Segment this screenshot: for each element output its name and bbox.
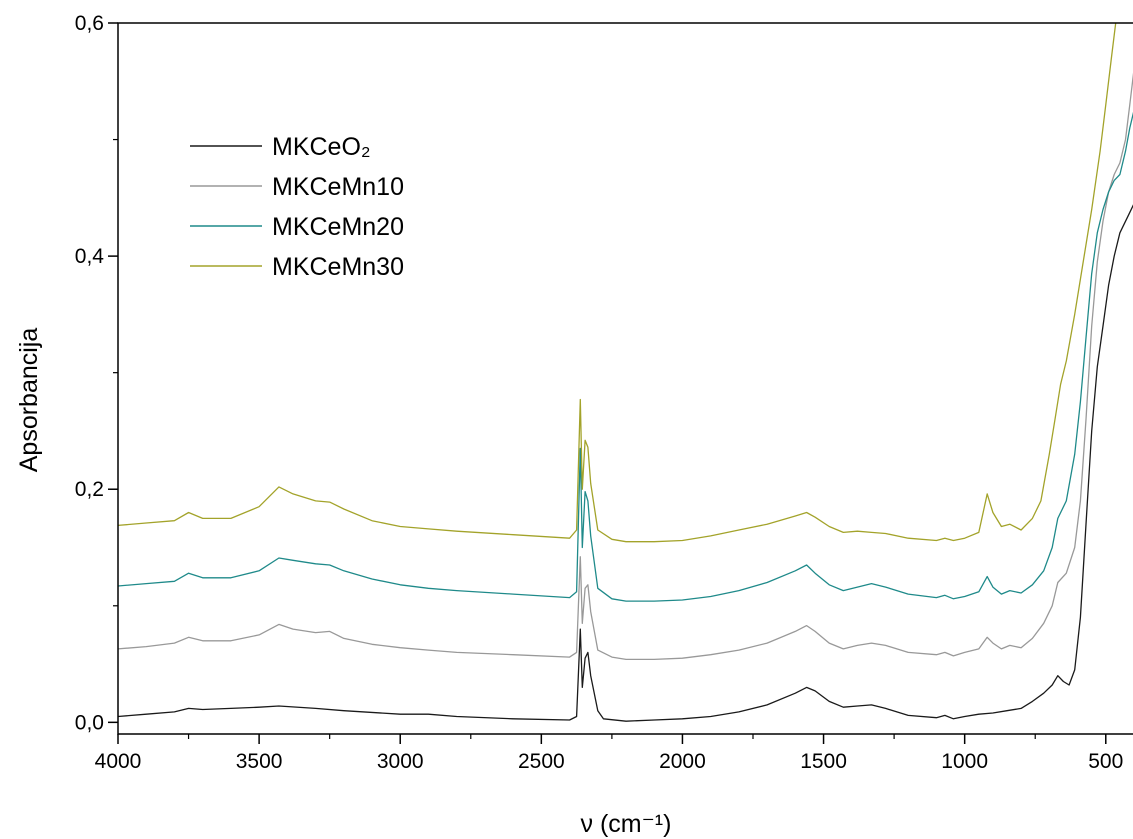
series-line-2 (118, 72, 1133, 661)
plot-frame (117, 22, 1133, 735)
series-line-4 (118, 23, 1117, 543)
series-line-1 (118, 204, 1133, 722)
legend-label: MKCeMn10 (272, 173, 404, 201)
legend: MKCeO₂ MKCeMn10 MKCeMn20 MKCeMn30 (190, 133, 404, 281)
x-tick-label: 3000 (377, 750, 424, 773)
x-tick-label: 2000 (659, 750, 706, 773)
legend-label: MKCeO₂ (272, 133, 371, 161)
y-tick-label: 0,2 (75, 478, 104, 501)
y-tick-label: 0,4 (75, 245, 105, 268)
y-tick-label: 0,0 (75, 711, 104, 734)
y-tick-label: 0,6 (75, 12, 104, 35)
legend-label: MKCeMn30 (272, 253, 404, 281)
axis-ticks: 4000 3500 3000 2500 2000 1500 1000 500 0,0 0,2 0,4… (75, 12, 1124, 773)
y-axis-title: Apsorbancija (15, 328, 43, 473)
x-tick-label: 500 (1088, 750, 1123, 773)
x-tick-label: 1500 (800, 750, 847, 773)
legend-label: MKCeMn20 (272, 213, 404, 241)
series-layer (118, 23, 1133, 722)
x-tick-label: 2500 (518, 750, 565, 773)
x-tick-label: 1000 (941, 750, 988, 773)
series-line-3 (118, 111, 1133, 602)
x-tick-label: 3500 (236, 750, 283, 773)
x-tick-label: 4000 (95, 750, 142, 773)
x-axis-title: ν (cm⁻¹) (581, 810, 672, 838)
